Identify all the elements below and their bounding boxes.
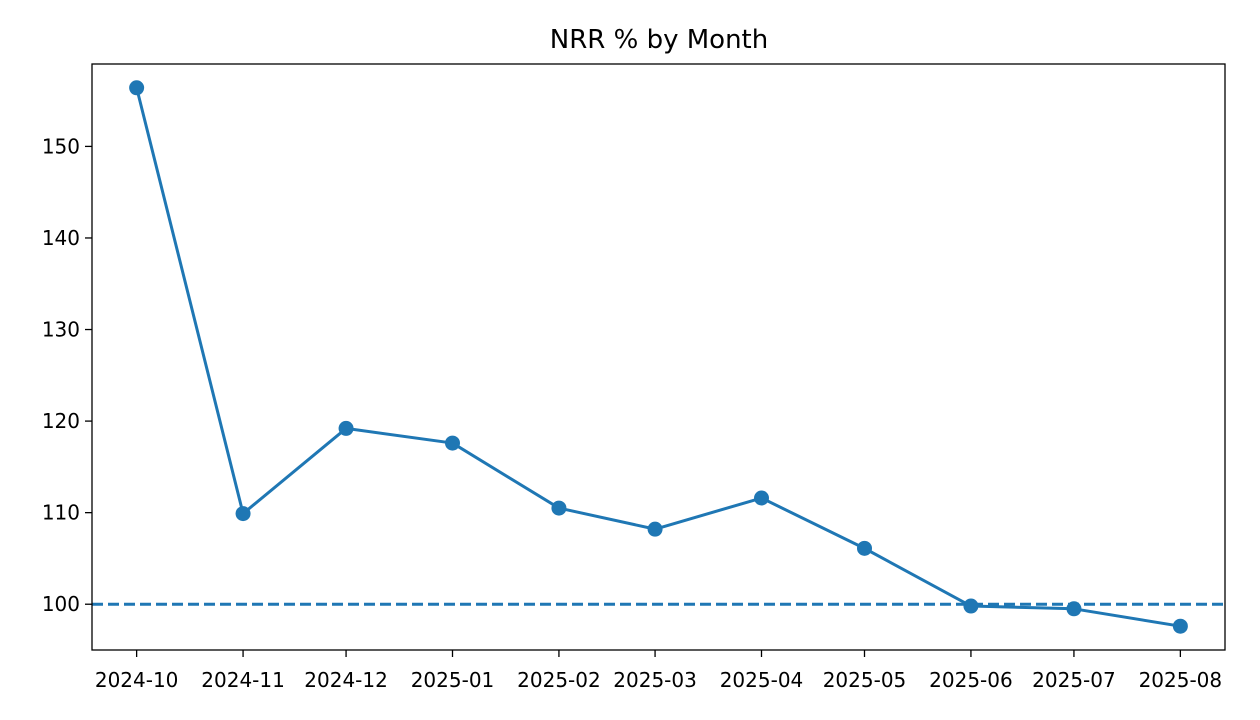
data-point-2025-04 [754,490,769,506]
y-tick-label: 110 [42,501,80,525]
plot-area [92,64,1225,650]
data-point-2025-01 [445,435,460,451]
points-layer [129,80,1188,634]
data-point-2025-07 [1066,601,1082,617]
data-point-2024-10 [129,80,145,96]
y-tick-label: 150 [42,134,80,158]
chart-title: NRR % by Month [550,25,768,55]
data-point-2025-06 [963,598,979,614]
x-tick-label: 2025-06 [929,668,1013,692]
data-point-2024-11 [235,506,251,522]
x-tick-label: 2024-11 [201,668,285,692]
y-axis-ticks: 100 110 120 130 140 150 [42,134,92,616]
y-tick-label: 140 [42,226,80,250]
data-point-2025-05 [857,540,872,556]
data-point-2024-12 [338,420,354,436]
x-tick-label: 2025-01 [411,668,495,692]
x-tick-label: 2025-04 [720,668,804,692]
plot-frame [91,63,1226,651]
x-tick-label: 2025-07 [1032,668,1116,692]
x-tick-label: 2025-03 [613,668,697,692]
x-tick-label: 2024-10 [95,668,179,692]
y-tick-label: 100 [42,592,80,616]
y-tick-label: 120 [42,409,80,433]
y-tick-label: 130 [42,318,80,342]
x-axis-ticks: 2024-10 2024-11 2024-12 2025-01 2025-02 2025-… [95,650,1222,692]
data-point-2025-03 [647,521,663,537]
data-point-2025-02 [551,500,567,516]
x-tick-label: 2025-02 [517,668,601,692]
x-tick-label: 2025-05 [823,668,907,692]
x-tick-label: 2024-12 [304,668,388,692]
x-tick-label: 2025-08 [1139,668,1223,692]
data-point-2025-08 [1172,618,1188,634]
